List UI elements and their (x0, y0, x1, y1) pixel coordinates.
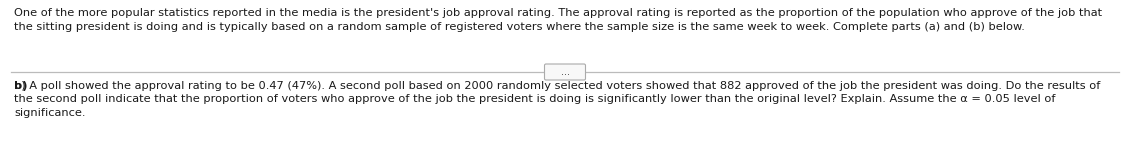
Text: significance.: significance. (14, 108, 86, 118)
Text: b): b) (14, 81, 27, 91)
Text: b) A poll showed the approval rating to be 0.47 (47%). A second poll based on 20: b) A poll showed the approval rating to … (14, 81, 1101, 91)
Text: the sitting president is doing and is typically based on a random sample of regi: the sitting president is doing and is ty… (14, 21, 1025, 32)
Text: the second poll indicate that the proportion of voters who approve of the job th: the second poll indicate that the propor… (14, 94, 1055, 105)
FancyBboxPatch shape (545, 64, 585, 80)
Text: One of the more popular statistics reported in the media is the president's job : One of the more popular statistics repor… (14, 8, 1102, 18)
Text: ...: ... (560, 67, 570, 77)
